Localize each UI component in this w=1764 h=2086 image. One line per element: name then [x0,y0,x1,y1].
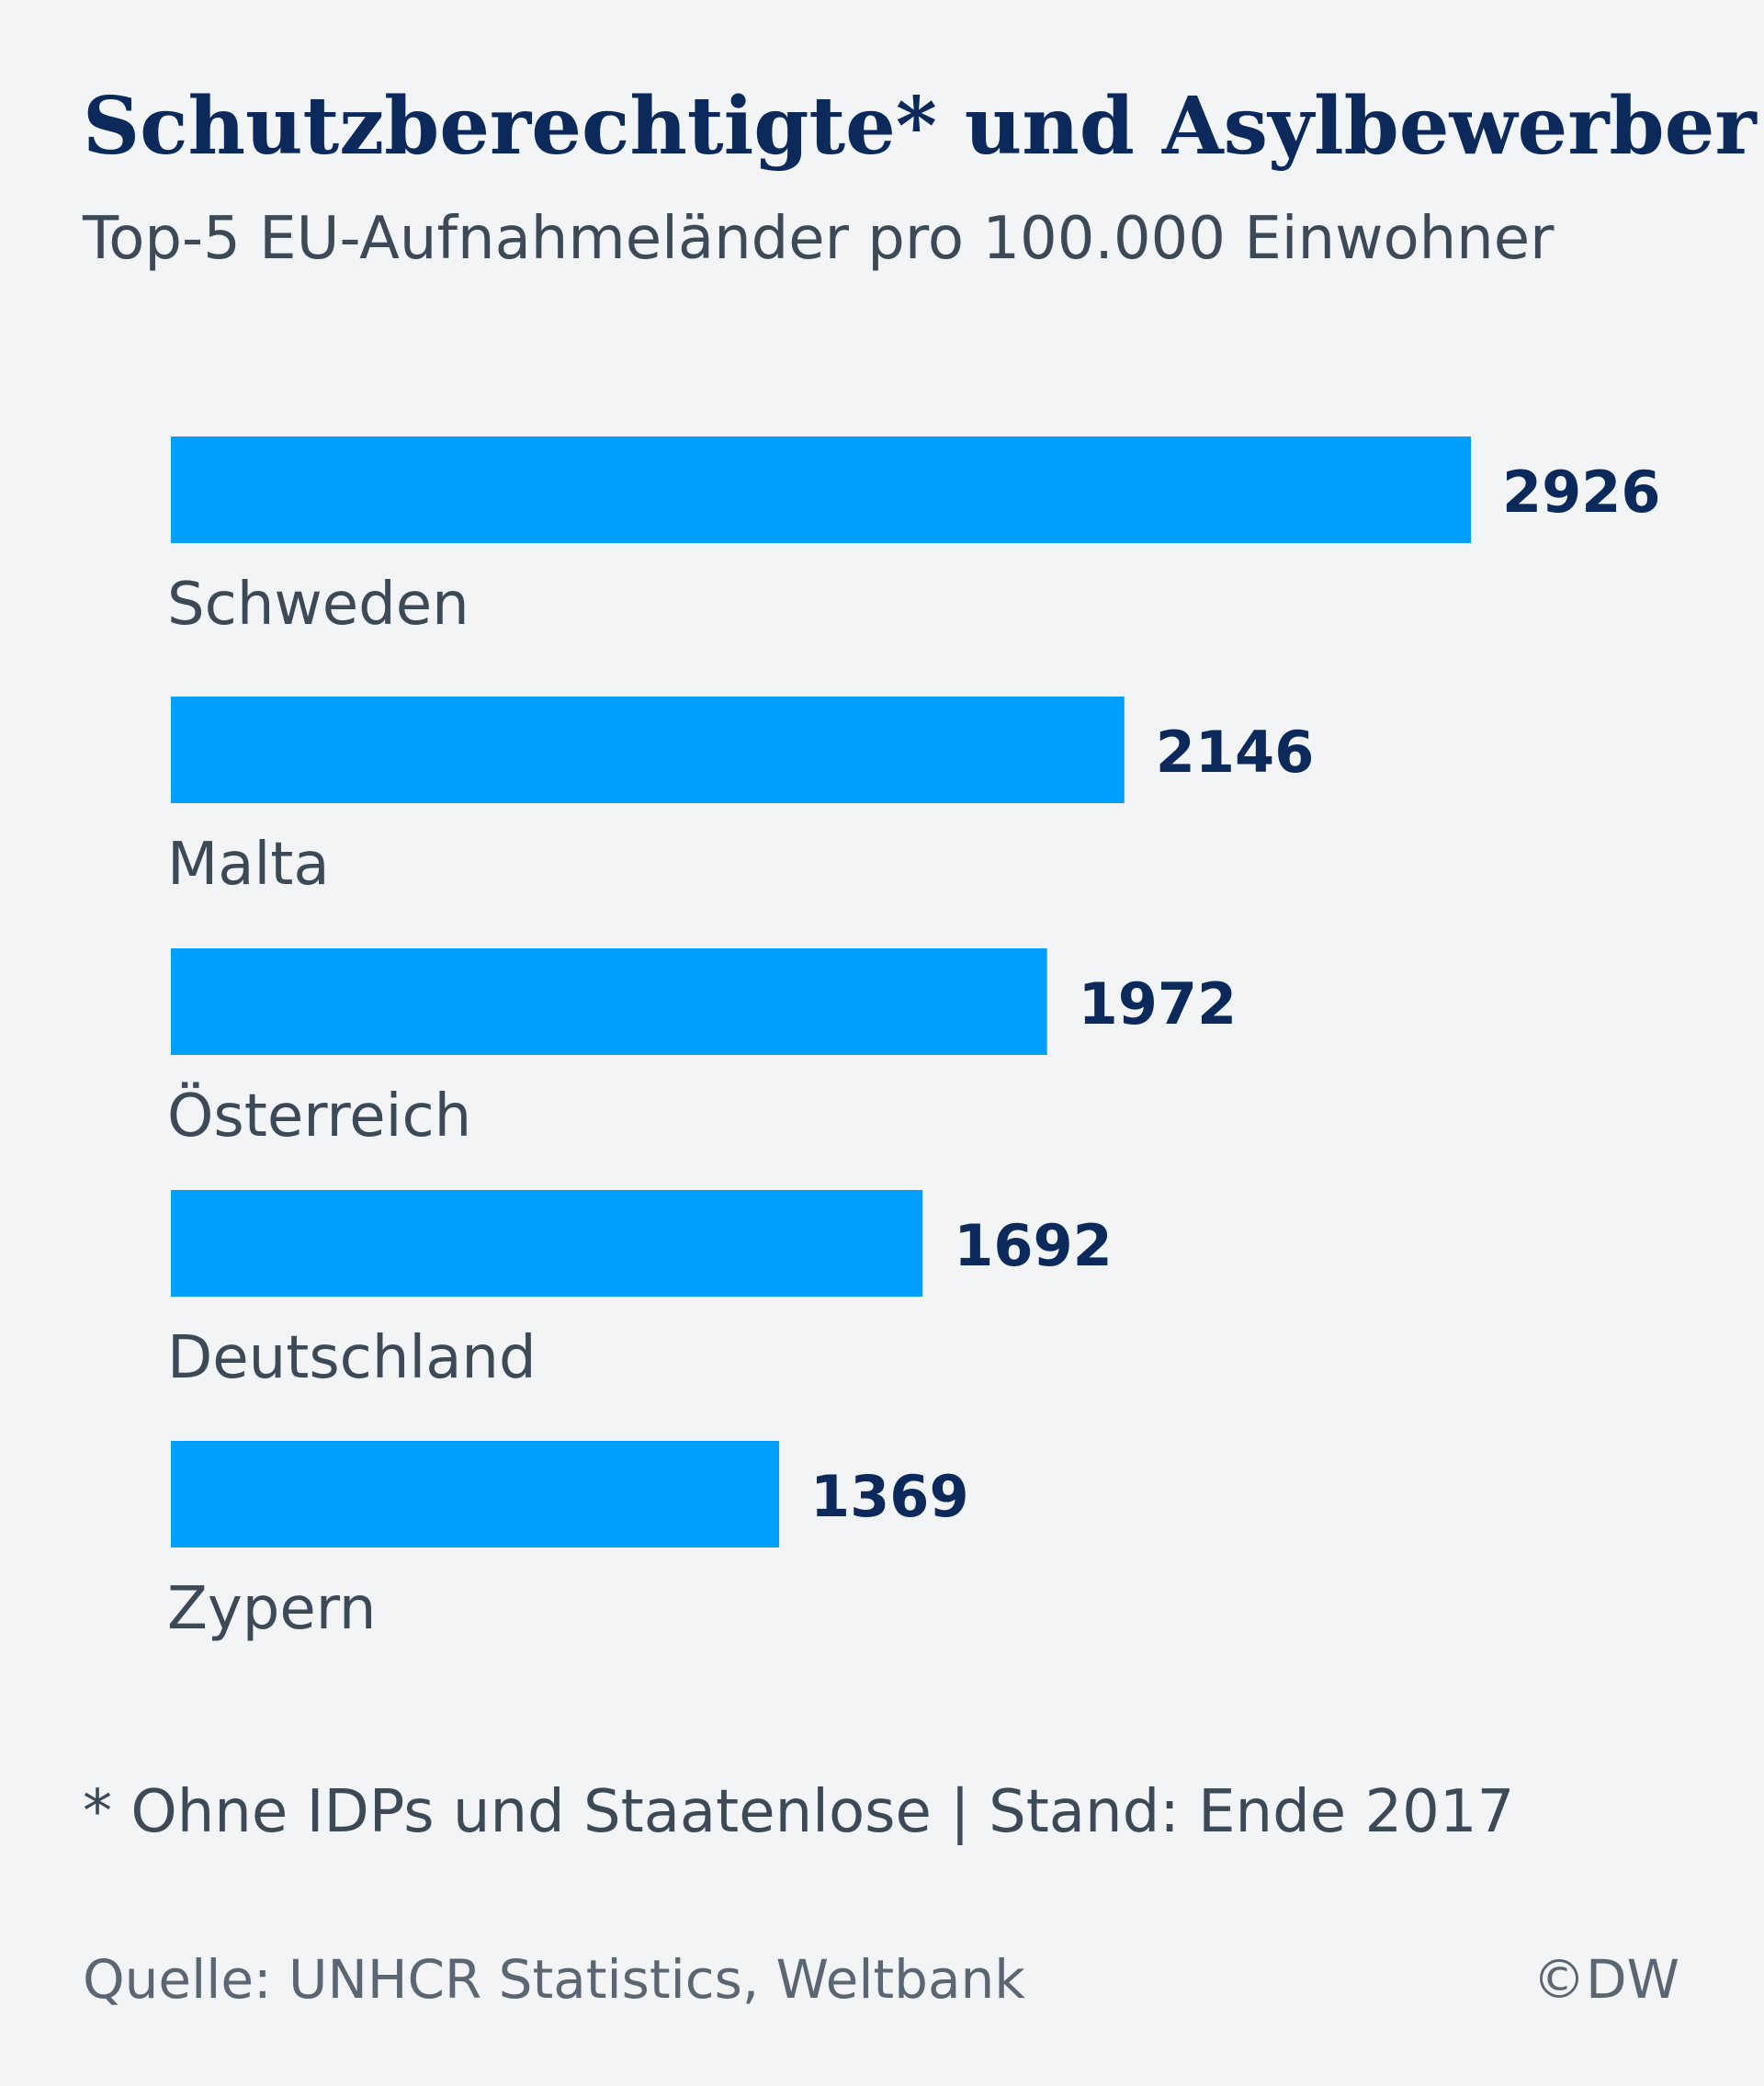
value-label: 1972 [1079,970,1238,1037]
chart-subtitle: Top-5 EU-Aufnahmeländer pro 100.000 Einw… [83,205,1555,273]
category-label: Zypern [167,1575,376,1643]
category-label: Deutschland [167,1324,537,1392]
bar-chart: 2926 Schweden 2146 Malta 1972 Österreich 1692 D… [167,436,1661,1643]
bar-österreich [171,948,1047,1055]
category-label: Schweden [167,571,469,639]
category-label: Malta [167,831,330,899]
bar-zypern [171,1441,780,1547]
chart-footnote: * Ohne IDPs und Staatenlose | Stand: End… [83,1778,1515,1846]
copyright-credit: ©DW [1532,1948,1679,2011]
value-label: 2146 [1156,719,1315,786]
category-label: Österreich [167,1082,471,1151]
bar-schweden [171,436,1471,543]
bar-deutschland [171,1190,923,1297]
value-label: 1369 [810,1463,969,1530]
bar-malta [171,697,1125,803]
source-note: Quelle: UNHCR Statistics, Weltbank [83,1948,1025,2011]
value-label: 2926 [1502,459,1661,526]
chart-title: Schutzberechtigte* und Asylbewerber [83,80,1757,173]
value-label: 1692 [954,1212,1113,1279]
